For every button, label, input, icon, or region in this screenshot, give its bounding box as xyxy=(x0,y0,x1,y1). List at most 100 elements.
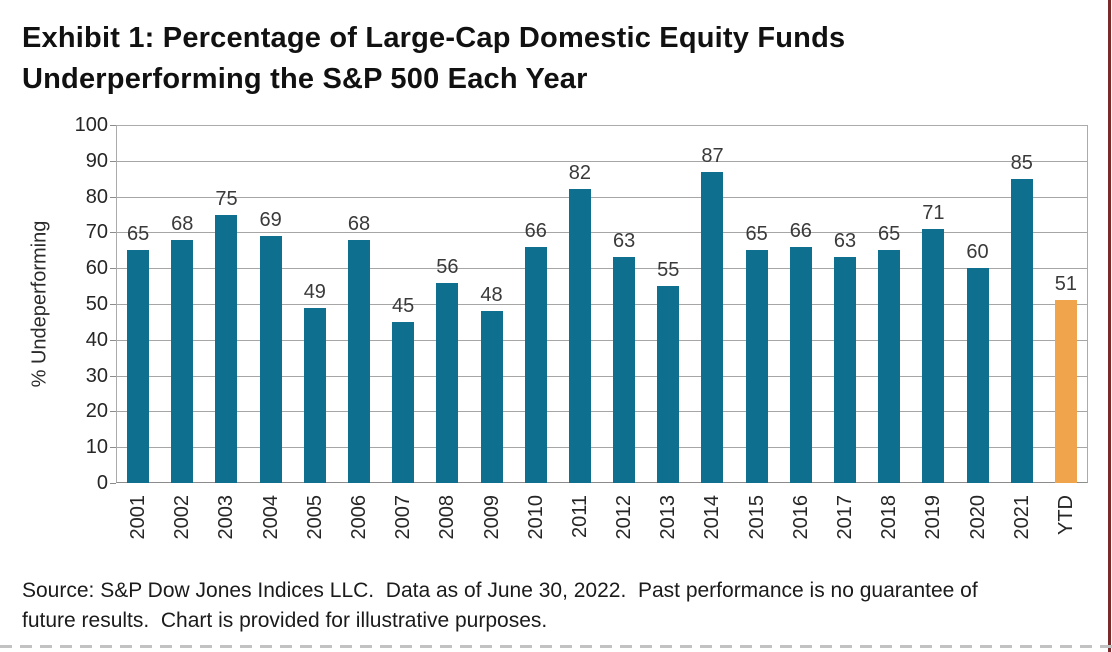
bar-value-label: 66 xyxy=(789,219,812,242)
x-tick-label: 2015 xyxy=(745,495,768,540)
x-tick-label: 2005 xyxy=(303,495,326,540)
bar-2020 xyxy=(966,268,989,483)
x-tick-label: 2016 xyxy=(789,495,812,540)
bar-value-label: 55 xyxy=(657,259,680,282)
x-tick-label: 2020 xyxy=(966,495,989,540)
y-tick-mark xyxy=(110,411,116,413)
y-tick-mark xyxy=(110,375,116,377)
y-tick-label: 10 xyxy=(85,436,108,459)
y-tick-mark xyxy=(110,304,116,305)
y-tick-mark xyxy=(110,160,116,162)
y-tick-label: 70 xyxy=(85,221,108,244)
y-tick-label: 60 xyxy=(85,257,108,280)
x-tick-label: YTD xyxy=(1054,495,1077,535)
bar-2012 xyxy=(613,257,636,483)
y-tick-mark xyxy=(110,196,116,198)
chart-title-line-2: Underperforming the S&P 500 Each Year xyxy=(22,63,588,95)
bar-2006 xyxy=(348,239,370,483)
gridline xyxy=(117,447,1087,449)
y-tick-mark xyxy=(110,125,116,126)
gridline xyxy=(117,196,1087,198)
x-tick-label: 2008 xyxy=(436,495,459,540)
x-tick-label: 2002 xyxy=(171,495,194,540)
bar-2005 xyxy=(303,307,326,483)
y-tick-mark xyxy=(110,268,116,270)
y-tick-mark xyxy=(110,339,116,341)
x-tick-label: 2007 xyxy=(392,495,415,540)
bar-value-label: 63 xyxy=(612,230,636,253)
y-tick-label: 0 xyxy=(96,472,108,494)
y-tick-label: 100 xyxy=(74,114,108,136)
bar-value-label: 63 xyxy=(833,230,857,253)
bar-2001 xyxy=(127,250,150,483)
page-edge-artifact-bottom xyxy=(0,645,1112,648)
bar-value-label: 60 xyxy=(966,241,989,264)
bar-value-label: 66 xyxy=(524,219,547,242)
page-edge-artifact-right xyxy=(1108,0,1111,652)
bar-2016 xyxy=(789,246,812,483)
y-tick-label: 90 xyxy=(85,149,108,172)
bar-value-label: 68 xyxy=(171,212,194,235)
y-tick-mark xyxy=(110,447,116,449)
bar-2004 xyxy=(259,235,282,483)
x-tick-label: 2009 xyxy=(480,495,503,540)
gridline xyxy=(117,339,1087,341)
bar-value-label: 71 xyxy=(922,201,945,224)
x-tick-label: 2006 xyxy=(348,495,370,540)
bar-value-label: 65 xyxy=(745,223,768,246)
bar-value-label: 65 xyxy=(126,223,150,246)
bar-value-label: 69 xyxy=(259,208,282,231)
x-tick-label: 2001 xyxy=(127,495,150,540)
y-tick-mark xyxy=(110,483,116,484)
x-tick-label: 2018 xyxy=(878,495,901,540)
bar-2007 xyxy=(392,321,415,483)
x-tick-label: 2021 xyxy=(1010,495,1033,540)
bar-2010 xyxy=(524,246,547,483)
bar-2002 xyxy=(171,239,194,483)
bar-value-label: 56 xyxy=(436,255,459,278)
y-tick-label: 40 xyxy=(85,328,108,351)
gridline xyxy=(117,375,1087,377)
y-tick-label: 30 xyxy=(85,364,108,387)
x-tick-label: 2010 xyxy=(524,495,547,540)
source-note-line-2: future results. Chart is provided for il… xyxy=(22,609,548,632)
gridline xyxy=(117,268,1087,270)
x-tick-label: 2013 xyxy=(657,495,680,540)
source-note-line-1: Source: S&P Dow Jones Indices LLC. Data … xyxy=(22,579,978,602)
bar-2009 xyxy=(480,311,503,483)
bar-2015 xyxy=(745,250,768,483)
bar-value-label: 48 xyxy=(480,284,503,307)
gridline xyxy=(117,160,1087,162)
bar-value-label: 68 xyxy=(347,212,371,235)
bar-YTD xyxy=(1054,300,1077,483)
y-tick-mark xyxy=(110,232,116,234)
x-tick-label: 2003 xyxy=(215,495,238,540)
x-tick-label: 2011 xyxy=(568,495,591,539)
y-axis-title: % Undeperforming xyxy=(28,220,51,388)
bar-2011 xyxy=(568,189,591,483)
bar-2019 xyxy=(922,228,945,483)
bar-value-label: 82 xyxy=(568,162,592,185)
chart-title: Exhibit 1: Percentage of Large-Cap Domes… xyxy=(22,18,845,100)
bar-2013 xyxy=(657,286,680,483)
bar-2014 xyxy=(701,171,724,483)
bar-value-label: 75 xyxy=(215,187,238,210)
bar-2021 xyxy=(1010,178,1033,483)
x-tick-label: 2004 xyxy=(259,495,282,540)
bar-2008 xyxy=(436,282,459,483)
bar-value-label: 51 xyxy=(1054,273,1078,296)
bar-value-label: 45 xyxy=(392,294,415,317)
bar-value-label: 87 xyxy=(701,144,724,167)
bar-2017 xyxy=(834,257,856,483)
gridline xyxy=(117,232,1087,234)
y-tick-label: 50 xyxy=(85,293,108,315)
x-tick-label: 2014 xyxy=(701,495,724,540)
bar-value-label: 65 xyxy=(878,223,901,246)
x-tick-label: 2017 xyxy=(834,495,856,540)
x-tick-label: 2019 xyxy=(922,495,945,540)
source-note: Source: S&P Dow Jones Indices LLC. Data … xyxy=(22,576,978,636)
y-tick-label: 80 xyxy=(85,185,108,208)
bar-value-label: 85 xyxy=(1010,151,1033,174)
x-tick-label: 2012 xyxy=(613,495,636,540)
